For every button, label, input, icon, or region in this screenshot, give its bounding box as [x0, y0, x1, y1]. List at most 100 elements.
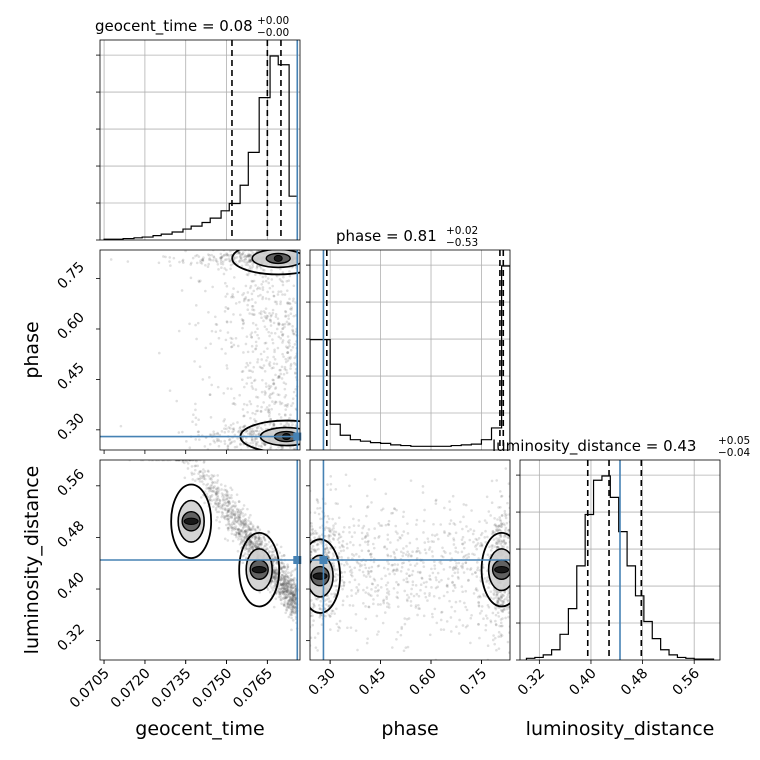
- sample-point: [251, 370, 254, 374]
- sample-point: [406, 599, 409, 603]
- sample-point: [281, 591, 284, 594]
- sample-point: [242, 554, 246, 557]
- title-phase: phase = 0.81: [336, 227, 437, 245]
- sample-point: [350, 589, 353, 592]
- sample-point: [231, 539, 235, 543]
- sample-point: [248, 254, 252, 257]
- sample-point: [248, 361, 252, 365]
- sample-point: [294, 611, 297, 615]
- sample-point: [284, 310, 288, 314]
- sample-point: [249, 402, 253, 406]
- sample-point: [356, 561, 360, 565]
- sample-point: [255, 441, 258, 445]
- sample-point: [277, 595, 281, 599]
- sample-point: [277, 375, 281, 379]
- sample-point: [203, 475, 206, 478]
- sample-point: [246, 376, 250, 380]
- sample-point: [246, 432, 250, 435]
- sample-point: [231, 427, 235, 431]
- sample-point: [254, 420, 258, 423]
- sample-point: [200, 258, 204, 262]
- sample-point: [493, 517, 496, 520]
- sample-point: [348, 526, 351, 529]
- sample-point: [244, 529, 248, 532]
- sample-point: [500, 522, 503, 525]
- sample-point: [193, 479, 197, 483]
- sample-point: [494, 542, 498, 545]
- sample-point: [223, 310, 227, 313]
- sample-point: [273, 331, 277, 335]
- sample-point: [423, 548, 427, 552]
- sample-point: [233, 440, 236, 443]
- sample-point: [332, 524, 335, 528]
- sample-point: [293, 593, 297, 597]
- sample-point: [249, 429, 252, 433]
- sample-point: [269, 582, 273, 586]
- sample-point: [194, 402, 197, 406]
- sample-point: [223, 427, 226, 430]
- sample-point: [259, 410, 263, 413]
- sample-point: [294, 605, 297, 609]
- sample-point: [286, 563, 289, 567]
- sample-point: [500, 522, 503, 526]
- sample-point: [333, 567, 336, 570]
- sample-point: [440, 610, 444, 614]
- sample-point: [272, 362, 276, 365]
- sample-point: [331, 532, 335, 536]
- sample-point: [491, 544, 494, 547]
- sample-point: [241, 326, 244, 330]
- sample-point: [230, 387, 233, 391]
- sample-point: [293, 601, 297, 605]
- sample-point: [285, 602, 289, 606]
- sample-point: [202, 473, 206, 477]
- sample-point: [236, 518, 240, 522]
- sample-point: [240, 259, 244, 263]
- sample-point: [227, 254, 231, 257]
- sample-point: [280, 568, 283, 571]
- sample-point: [504, 467, 508, 470]
- sample-point: [383, 546, 386, 549]
- sample-point: [286, 351, 289, 354]
- sample-point: [260, 358, 264, 361]
- sample-point: [216, 474, 220, 477]
- sample-point: [263, 341, 267, 345]
- sample-point: [235, 531, 239, 535]
- sample-point: [254, 347, 257, 351]
- sample-point: [290, 628, 293, 632]
- sample-point: [126, 260, 130, 263]
- sample-point: [225, 252, 228, 255]
- sample-point: [338, 546, 342, 549]
- sample-point: [291, 324, 294, 328]
- sample-point: [293, 584, 297, 588]
- sample-point: [249, 540, 253, 544]
- sample-point: [372, 598, 375, 601]
- sample-point: [432, 522, 435, 526]
- sample-point: [500, 593, 504, 596]
- sample-point: [504, 541, 508, 545]
- sample-point: [504, 541, 507, 545]
- sample-point: [312, 548, 316, 552]
- sample-point: [231, 512, 234, 516]
- sample-point: [240, 253, 243, 257]
- sample-point: [292, 447, 296, 450]
- sample-point: [214, 487, 218, 491]
- sample-point: [394, 569, 398, 572]
- sample-point: [195, 460, 198, 463]
- sample-point: [355, 586, 358, 589]
- sample-point: [277, 412, 281, 416]
- sample-point: [219, 483, 223, 486]
- sample-point: [366, 534, 370, 537]
- sample-point: [261, 288, 265, 292]
- sample-point: [323, 534, 327, 538]
- sample-point: [253, 313, 256, 316]
- sample-point: [279, 567, 283, 571]
- sample-point: [208, 499, 211, 502]
- sample-point: [364, 566, 368, 570]
- sample-point: [409, 604, 413, 607]
- sample-point: [310, 532, 314, 536]
- sample-point: [341, 530, 345, 534]
- sample-point: [216, 262, 220, 266]
- sample-point: [290, 597, 293, 601]
- sample-point: [498, 624, 501, 628]
- sample-point: [215, 492, 218, 496]
